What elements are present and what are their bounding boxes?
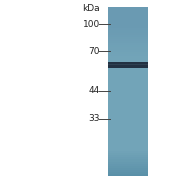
Bar bbox=[108, 121, 148, 123]
Bar bbox=[108, 119, 148, 121]
Bar bbox=[108, 20, 148, 22]
Bar bbox=[108, 72, 148, 75]
Bar bbox=[108, 26, 148, 28]
Bar bbox=[108, 62, 148, 68]
Bar bbox=[108, 43, 148, 45]
Bar bbox=[108, 34, 148, 37]
Bar bbox=[108, 165, 148, 168]
Text: 100: 100 bbox=[83, 20, 100, 29]
Bar bbox=[108, 155, 148, 157]
Bar bbox=[108, 49, 148, 52]
Bar bbox=[108, 127, 148, 130]
Bar bbox=[108, 9, 148, 12]
Bar bbox=[108, 94, 148, 96]
Bar bbox=[108, 75, 148, 77]
Bar bbox=[108, 15, 148, 18]
Bar bbox=[108, 140, 148, 143]
Bar bbox=[108, 174, 148, 176]
Bar bbox=[108, 134, 148, 136]
Bar bbox=[108, 148, 148, 151]
Bar bbox=[108, 98, 148, 100]
Bar bbox=[108, 81, 148, 83]
Bar bbox=[108, 89, 148, 92]
Text: 44: 44 bbox=[89, 86, 100, 95]
Bar bbox=[108, 142, 148, 145]
Bar bbox=[108, 159, 148, 162]
Bar bbox=[108, 62, 148, 64]
Bar bbox=[108, 77, 148, 79]
Bar bbox=[108, 55, 148, 58]
Bar bbox=[108, 153, 148, 155]
Text: 33: 33 bbox=[88, 114, 100, 123]
Bar bbox=[108, 108, 148, 111]
Bar bbox=[108, 91, 148, 94]
Bar bbox=[108, 66, 148, 69]
Bar bbox=[108, 136, 148, 138]
Bar bbox=[108, 102, 148, 104]
Bar bbox=[108, 28, 148, 30]
Bar bbox=[108, 96, 148, 98]
Bar bbox=[108, 138, 148, 140]
Bar bbox=[108, 113, 148, 115]
Bar bbox=[108, 13, 148, 16]
Bar bbox=[108, 111, 148, 113]
Bar bbox=[108, 168, 148, 170]
Text: 70: 70 bbox=[88, 47, 100, 56]
Bar bbox=[108, 117, 148, 119]
Bar bbox=[108, 144, 148, 147]
Bar bbox=[108, 79, 148, 81]
Bar bbox=[108, 157, 148, 159]
Bar bbox=[108, 45, 148, 47]
Bar bbox=[108, 17, 148, 20]
Bar bbox=[108, 163, 148, 166]
Bar bbox=[108, 100, 148, 102]
Bar bbox=[108, 85, 148, 88]
Bar bbox=[108, 132, 148, 134]
Bar bbox=[108, 64, 148, 65]
Bar bbox=[108, 115, 148, 117]
Bar bbox=[108, 30, 148, 33]
Bar bbox=[108, 161, 148, 164]
Bar bbox=[108, 104, 148, 107]
Bar bbox=[108, 47, 148, 50]
Bar bbox=[108, 32, 148, 35]
Bar bbox=[108, 58, 148, 60]
Bar bbox=[108, 172, 148, 174]
Bar bbox=[108, 60, 148, 62]
Bar bbox=[108, 170, 148, 172]
Bar bbox=[108, 130, 148, 132]
Bar bbox=[108, 53, 148, 56]
Bar bbox=[108, 83, 148, 86]
Bar bbox=[108, 22, 148, 24]
Bar bbox=[108, 70, 148, 73]
Bar bbox=[108, 51, 148, 54]
Bar bbox=[108, 24, 148, 26]
Text: kDa: kDa bbox=[82, 4, 100, 13]
Bar bbox=[108, 41, 148, 43]
Bar bbox=[108, 36, 148, 39]
Bar bbox=[108, 151, 148, 153]
Bar bbox=[108, 106, 148, 109]
Bar bbox=[108, 64, 148, 66]
Bar bbox=[108, 68, 148, 71]
Bar bbox=[108, 147, 148, 149]
Bar bbox=[108, 87, 148, 90]
Bar bbox=[108, 39, 148, 41]
Bar bbox=[108, 125, 148, 128]
Bar bbox=[108, 123, 148, 126]
Bar bbox=[108, 11, 148, 14]
Bar bbox=[108, 7, 148, 9]
